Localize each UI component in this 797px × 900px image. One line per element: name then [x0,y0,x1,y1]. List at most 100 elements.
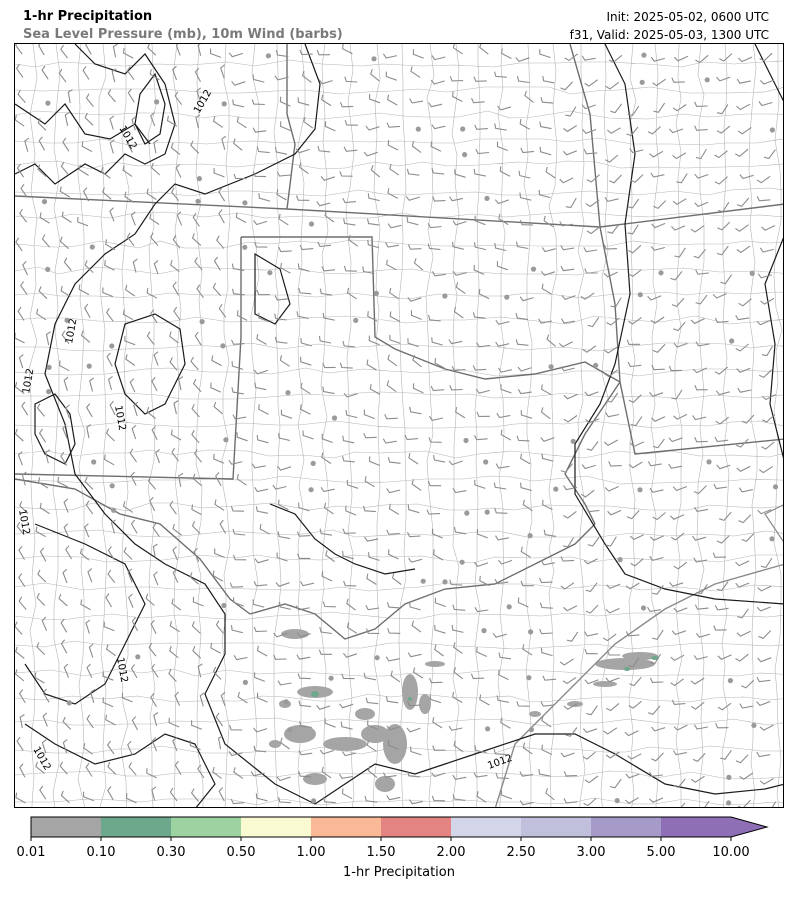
wind-barb [233,173,247,180]
wind-barb [218,209,225,224]
wind-barb [212,116,224,128]
isobar-label: 1012 [112,405,127,432]
wind-barb [498,669,509,681]
calm-wind-dot [528,629,534,635]
wind-barb [63,523,70,538]
wind-barb [253,727,268,733]
wind-barb [36,592,46,606]
wind-barb [231,263,245,272]
isobar [114,313,186,415]
wind-barb [649,771,663,777]
wind-barb [494,507,508,514]
wind-barb [21,471,27,486]
wind-barb [582,128,597,134]
isobar [764,237,783,459]
wind-barb [704,800,710,807]
wind-barb [495,535,510,541]
wind-barb [37,164,47,178]
wind-barb [627,224,639,235]
wind-barb [217,735,224,750]
wind-barb [606,583,621,590]
wind-barb [297,263,310,272]
wind-barb [131,716,139,731]
wind-barb [561,295,576,301]
wind-barb [85,93,94,107]
wind-barb [153,351,159,366]
wind-barb [670,654,685,661]
wind-barb [77,217,89,227]
wind-barb [41,234,51,248]
wind-barb [322,312,335,321]
wind-barb [497,105,512,111]
wind-barb [714,317,729,323]
wind-barb [761,225,776,231]
wind-barb [277,797,291,804]
wind-barb [609,778,622,789]
wind-barb [409,406,422,415]
calm-wind-dot [242,200,248,206]
wind-barb [342,340,356,348]
wind-barb [192,378,202,393]
calm-wind-dot [706,459,712,465]
wind-barb [563,415,578,423]
wind-barb [494,242,507,252]
wind-barb [232,414,247,420]
wind-barb [626,510,640,520]
wind-barb [316,705,331,710]
wind-barb [230,798,245,805]
colorbar: 0.01 0.10 0.30 0.50 1.00 1.50 2.00 2.50 3.00 5.00… [0,810,797,896]
wind-barb [580,292,595,300]
wind-barb [128,762,137,776]
wind-barb [150,309,158,324]
wind-barb [474,215,486,226]
wind-barb [321,571,333,582]
wind-barb [172,568,179,583]
wind-barb [296,311,309,319]
wind-barb [153,571,159,586]
wind-barb [520,147,535,154]
wind-barb [585,604,599,614]
wind-barb [104,260,115,271]
isobar-label: 1012 [114,657,129,684]
wind-barb [170,429,182,441]
wind-barb [386,725,401,731]
state-border [15,195,783,228]
wind-barb [581,489,595,498]
wind-barb [540,97,554,104]
calm-wind-dot [287,727,293,733]
precip-area [303,773,327,785]
wind-barb [404,434,419,441]
wind-barb [15,332,25,344]
wind-barb [429,694,442,704]
wind-barb [434,624,446,634]
wind-barb [628,700,642,709]
wind-barb [386,529,400,535]
wind-barb [152,543,158,558]
wind-barb [228,751,243,757]
wind-barb [473,264,485,275]
wind-barb [363,432,377,439]
wind-barb [476,411,490,417]
wind-barb [540,270,556,276]
wind-barb [300,404,311,415]
calm-wind-dot [641,52,647,58]
wind-barb [495,319,510,325]
wind-barb [231,339,245,345]
wind-barb [653,200,667,210]
wind-barb [649,392,664,397]
wind-barb [79,548,90,561]
wind-barb [561,318,575,324]
precip-area [361,725,389,743]
wind-barb [565,106,577,117]
wind-barb [171,447,179,462]
wind-barb [15,669,25,682]
calm-wind-dot [328,675,334,681]
wind-barb [169,331,179,344]
wind-barb [126,232,135,247]
wind-barb [274,75,289,81]
wind-barb [210,642,221,654]
wind-barb [668,128,684,134]
wind-barb [35,761,45,774]
wind-barb [474,124,488,130]
wind-barb [674,247,686,258]
